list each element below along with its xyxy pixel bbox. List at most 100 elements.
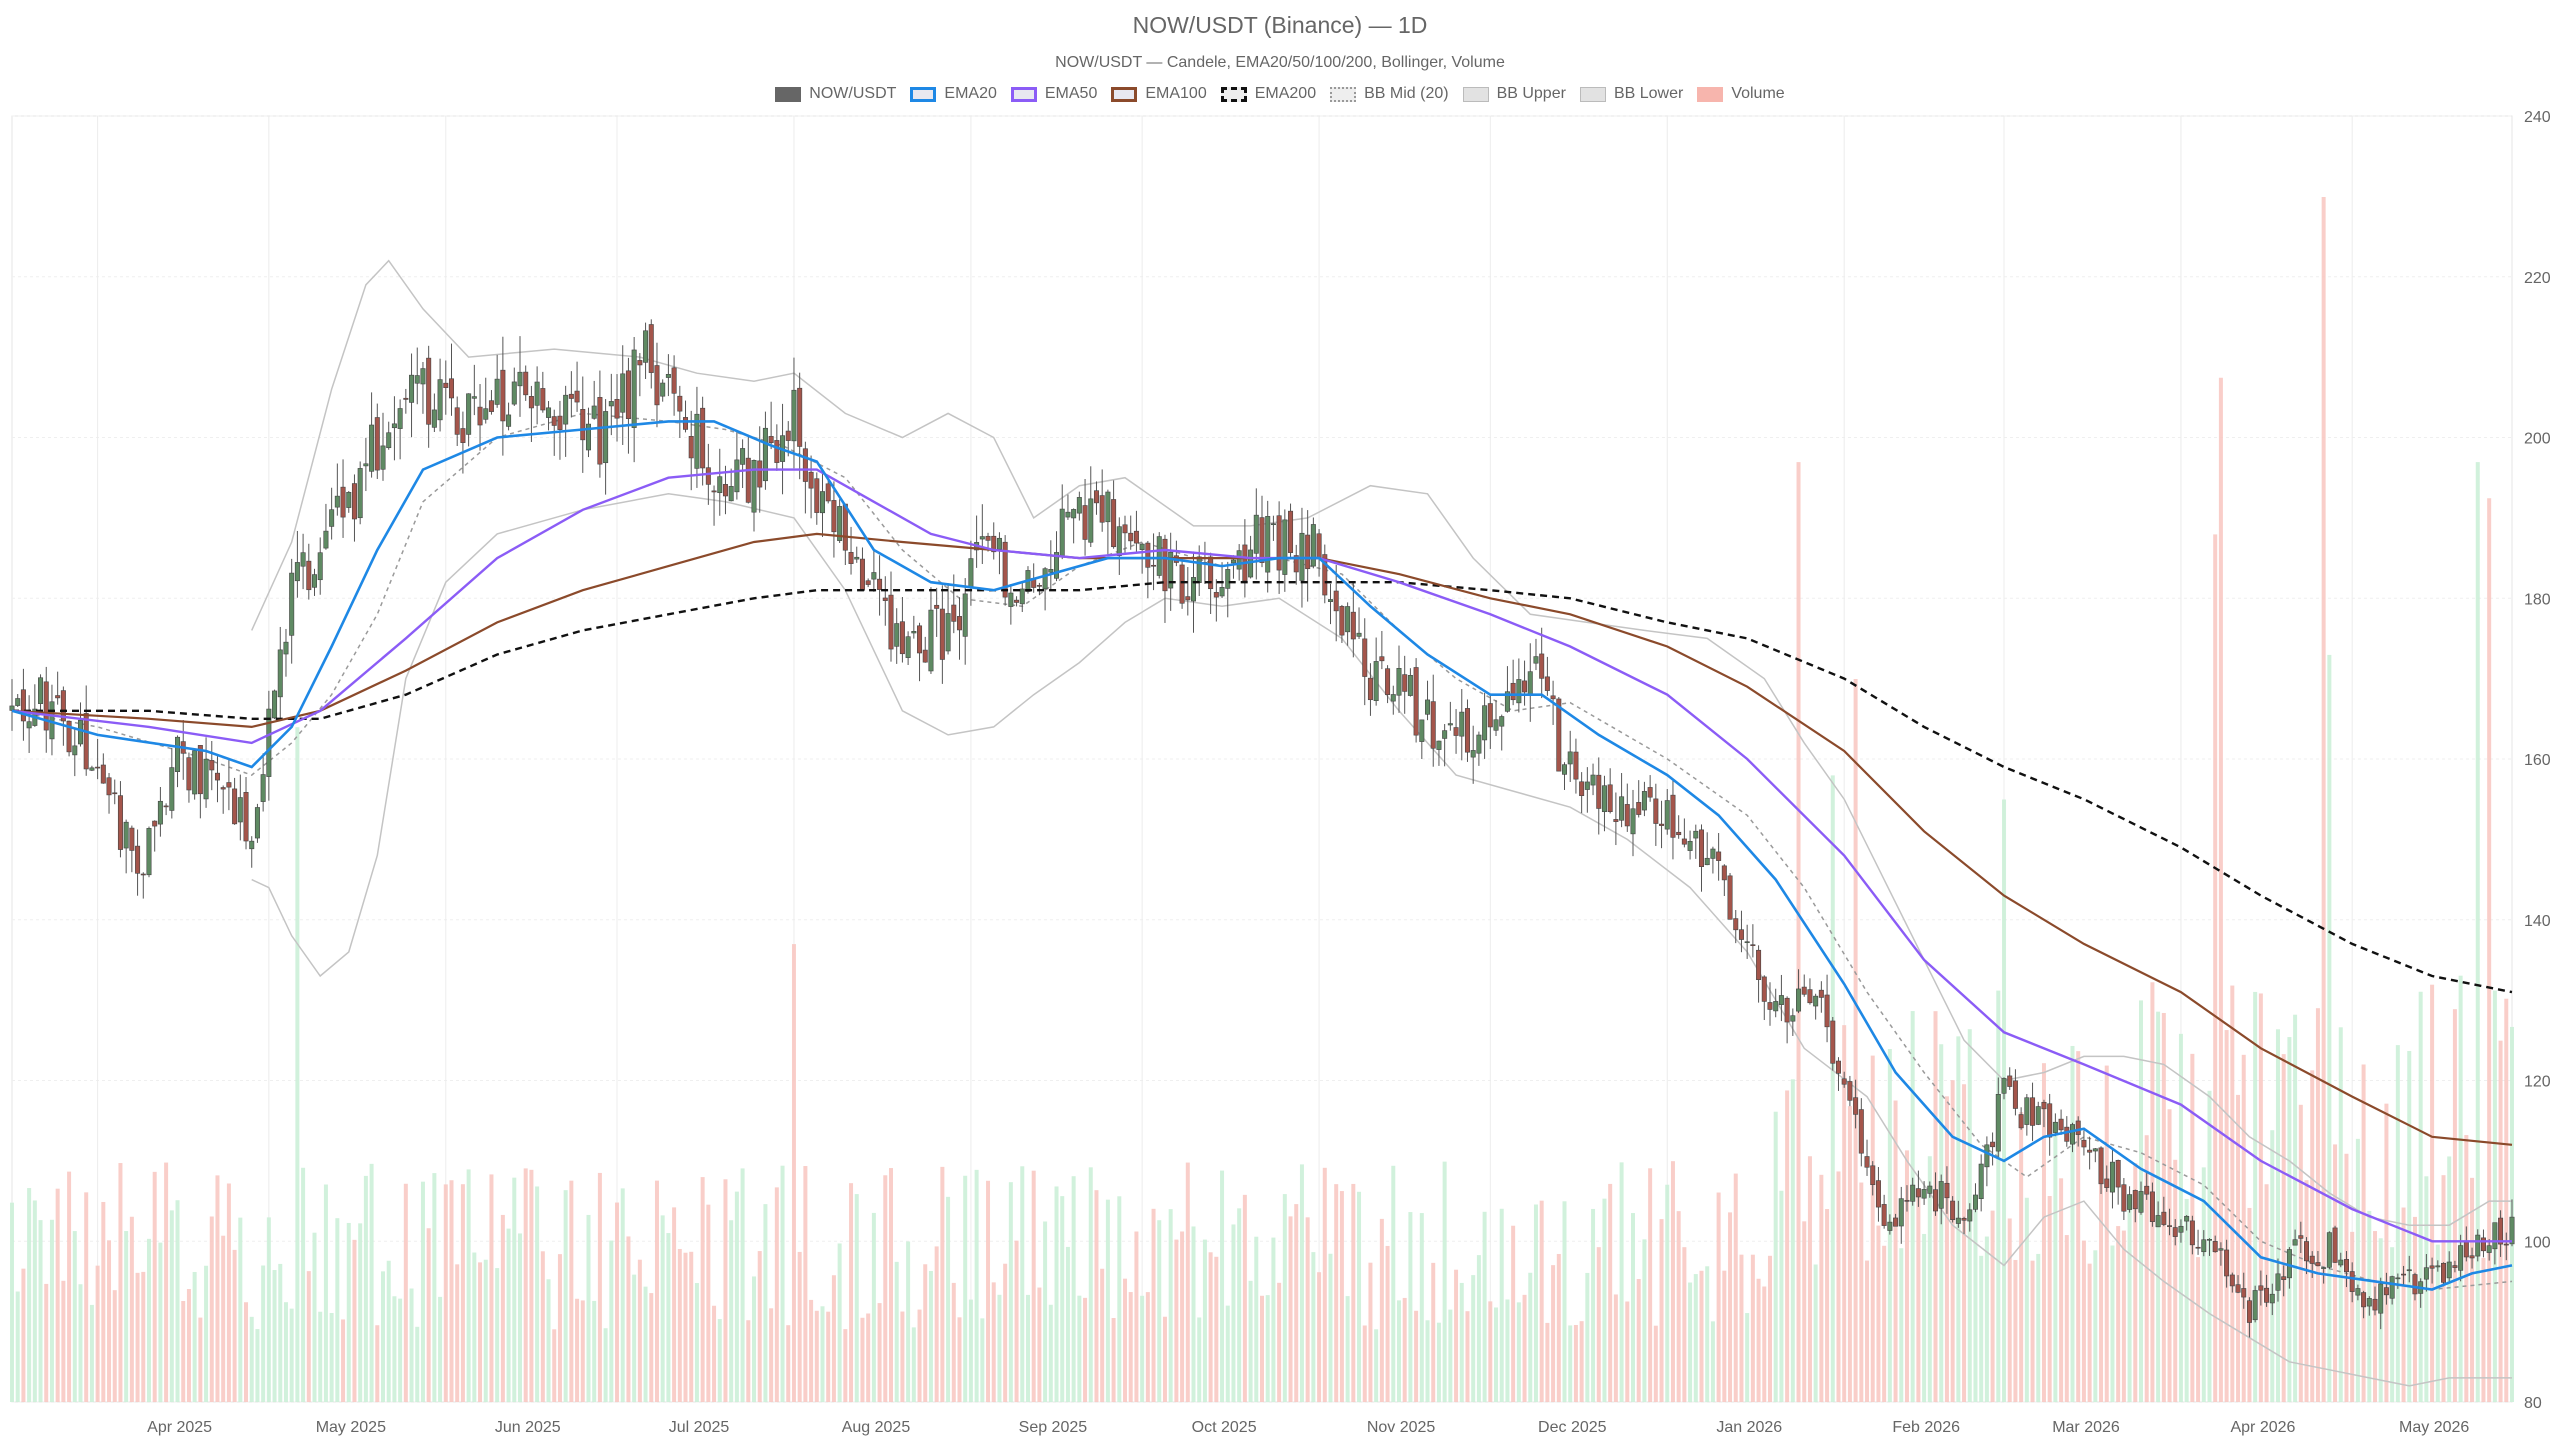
candle-body bbox=[1687, 840, 1693, 851]
candle-body bbox=[1436, 740, 1442, 750]
legend-item[interactable]: BB Lower bbox=[1579, 85, 1683, 103]
volume-bar bbox=[957, 1317, 962, 1402]
volume-bar bbox=[820, 1306, 825, 1402]
candle-body bbox=[757, 460, 763, 488]
legend-item[interactable]: BB Upper bbox=[1462, 85, 1566, 103]
volume-bar bbox=[951, 1282, 956, 1402]
volume-bar bbox=[1123, 1278, 1128, 1402]
candle-body bbox=[580, 409, 586, 441]
candle-body bbox=[1659, 823, 1665, 826]
candle-body bbox=[1756, 949, 1762, 981]
candle-body bbox=[1584, 781, 1590, 790]
volume-bar bbox=[1842, 1025, 1847, 1402]
candle-body bbox=[2030, 1097, 2036, 1126]
volume-bar bbox=[129, 1216, 134, 1402]
candle-body bbox=[2458, 1245, 2464, 1271]
volume-bar bbox=[2196, 1257, 2201, 1402]
volume-bar bbox=[1825, 1209, 1830, 1402]
candle-body bbox=[443, 382, 449, 388]
volume-bar bbox=[1208, 1252, 1213, 1402]
legend-item[interactable]: NOW/USDT bbox=[775, 85, 896, 103]
legend-item[interactable]: Volume bbox=[1697, 85, 1785, 103]
candle-body bbox=[791, 389, 797, 442]
volume-bar bbox=[1060, 1196, 1065, 1402]
volume-bar bbox=[694, 1283, 699, 1402]
candle-body bbox=[2509, 1216, 2515, 1245]
candle-body bbox=[2138, 1191, 2144, 1213]
candle-body bbox=[2161, 1211, 2167, 1225]
volume-bar bbox=[1585, 1272, 1590, 1402]
volume-bar bbox=[1071, 1176, 1076, 1402]
legend-item[interactable]: EMA100 bbox=[1111, 85, 1207, 103]
candle-body bbox=[1151, 564, 1157, 567]
candle-body bbox=[89, 767, 95, 771]
legend-item[interactable]: EMA50 bbox=[1010, 85, 1097, 103]
candle-body bbox=[905, 636, 911, 658]
volume-bar bbox=[1465, 1311, 1470, 1402]
volume-bar bbox=[1402, 1297, 1407, 1402]
chart-legend[interactable]: NOW/USDT EMA20 EMA50 EMA100 EMA200 BB Mid (20… bbox=[0, 85, 2560, 103]
candle-body bbox=[2189, 1220, 2195, 1246]
volume-bar bbox=[2441, 1175, 2446, 1402]
volume-bar bbox=[261, 1265, 266, 1402]
candle-body bbox=[2149, 1191, 2155, 1222]
candle-body bbox=[2355, 1288, 2361, 1296]
volume-bar bbox=[2064, 1235, 2069, 1402]
volume-bar bbox=[1162, 1316, 1167, 1402]
candle-body bbox=[1818, 989, 1824, 998]
candle-body bbox=[1476, 734, 1482, 754]
volume-bar bbox=[1950, 1080, 1955, 1402]
volume-bar bbox=[1448, 1309, 1453, 1402]
volume-bar bbox=[586, 1214, 591, 1402]
x-tick-label: Apr 2026 bbox=[2230, 1419, 2295, 1436]
x-tick-label: Jun 2025 bbox=[495, 1419, 561, 1436]
volume-bar bbox=[1608, 1183, 1613, 1402]
volume-bar bbox=[1636, 1279, 1641, 1402]
volume-bar bbox=[283, 1302, 288, 1402]
volume-bar bbox=[2373, 1231, 2378, 1402]
volume-bar bbox=[2007, 1218, 2012, 1402]
candle-body bbox=[300, 552, 306, 567]
candle-body bbox=[95, 766, 101, 769]
candle-body bbox=[1516, 679, 1522, 704]
volume-bar bbox=[946, 1196, 951, 1402]
candle-body bbox=[1230, 559, 1236, 564]
candle-body bbox=[1681, 838, 1687, 845]
legend-swatch bbox=[775, 86, 802, 102]
candle-body bbox=[2264, 1287, 2270, 1303]
volume-bar bbox=[757, 1251, 762, 1402]
legend-item[interactable]: BB Mid (20) bbox=[1330, 85, 1449, 103]
candle-body bbox=[2343, 1259, 2349, 1273]
candle-body bbox=[254, 807, 260, 839]
volume-bar bbox=[974, 1169, 979, 1402]
candle-body bbox=[1293, 555, 1299, 573]
volume-bar bbox=[831, 1275, 836, 1402]
volume-bar bbox=[1414, 1310, 1419, 1402]
candle-body bbox=[1864, 1156, 1870, 1168]
x-tick-label: Jul 2025 bbox=[669, 1419, 730, 1436]
volume-bar bbox=[2087, 1263, 2092, 1402]
volume-bar bbox=[2127, 1196, 2132, 1402]
candle-body bbox=[762, 427, 768, 482]
volume-bar bbox=[1767, 1255, 1772, 1402]
volume-bar bbox=[1511, 1225, 1516, 1402]
candle-body bbox=[2052, 1121, 2058, 1133]
candle-body bbox=[1430, 701, 1436, 749]
volume-bar bbox=[2287, 1037, 2292, 1402]
candle-body bbox=[614, 399, 620, 419]
candle-body bbox=[2001, 1078, 2007, 1094]
volume-bar bbox=[2053, 1135, 2058, 1402]
volume-bar bbox=[1145, 1292, 1150, 1402]
candle-body bbox=[962, 593, 968, 637]
legend-item[interactable]: EMA200 bbox=[1220, 85, 1316, 103]
candle-body bbox=[60, 690, 66, 722]
volume-bar bbox=[1865, 1260, 1870, 1402]
volume-bar bbox=[814, 1310, 819, 1402]
volume-bar bbox=[398, 1298, 403, 1402]
volume-bar bbox=[2401, 1207, 2406, 1402]
volume-bar bbox=[432, 1173, 437, 1402]
candle-body bbox=[2480, 1237, 2486, 1252]
legend-item[interactable]: EMA20 bbox=[910, 85, 997, 103]
volume-bar bbox=[786, 1325, 791, 1402]
candle-body bbox=[774, 440, 780, 463]
